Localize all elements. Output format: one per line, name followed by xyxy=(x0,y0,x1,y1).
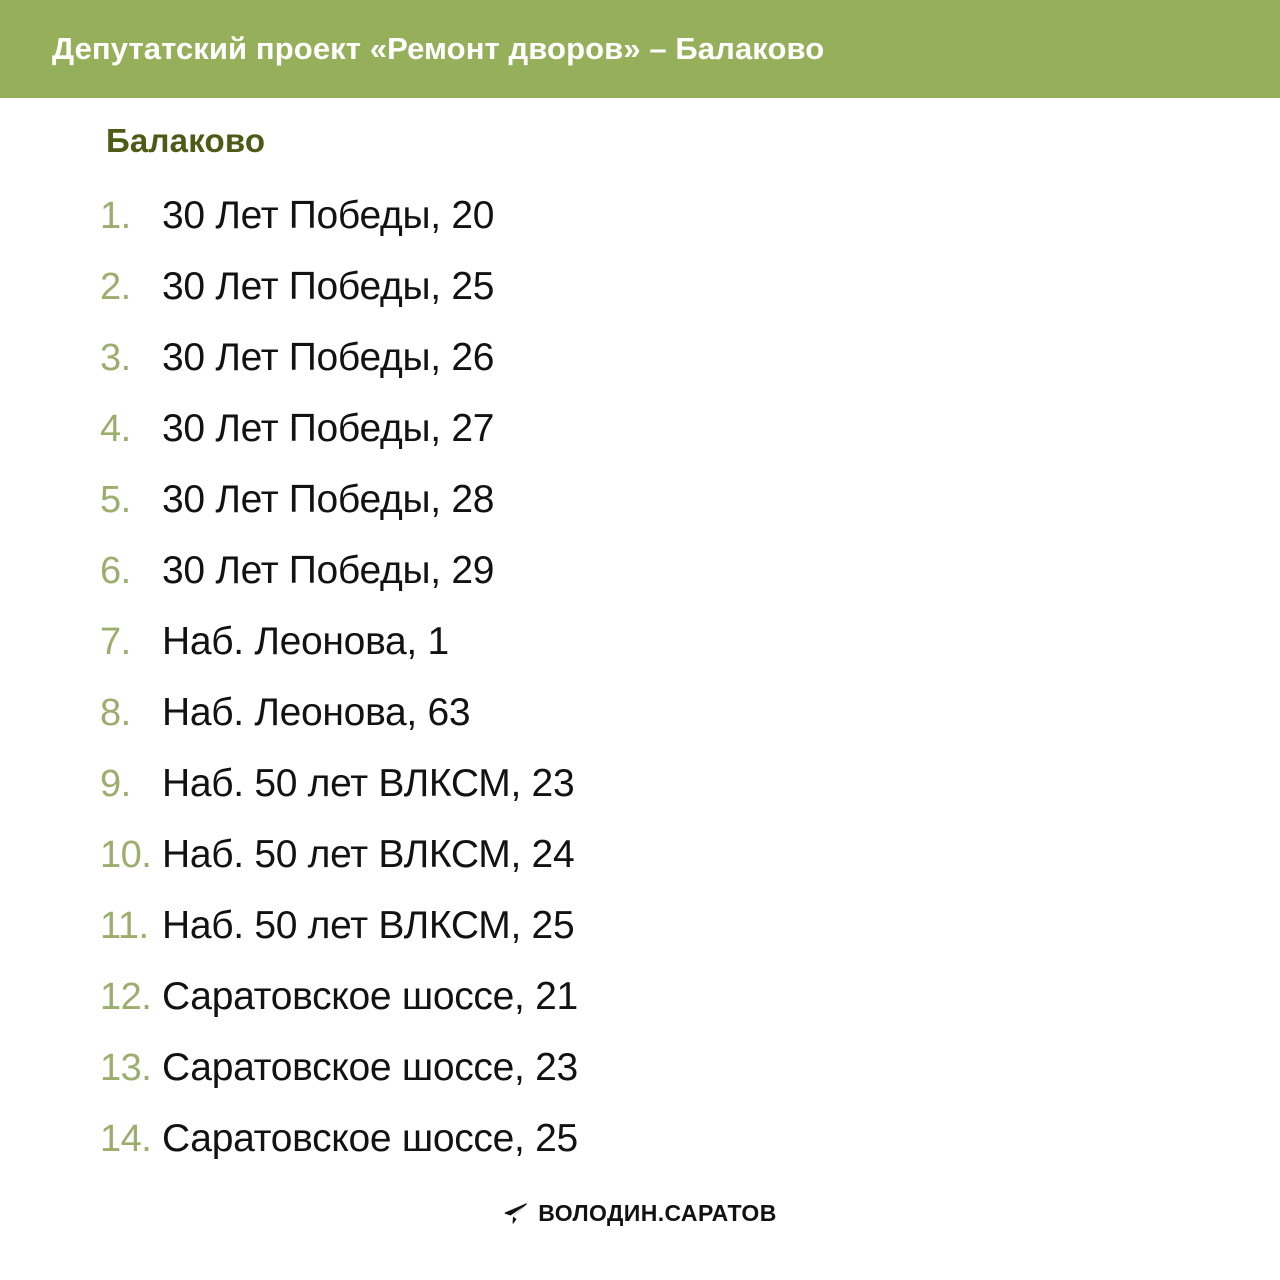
list-item-address: 30 Лет Победы, 20 xyxy=(162,194,495,237)
page-title: Депутатский проект «Ремонт дворов» – Бал… xyxy=(52,30,825,66)
list-item-address: Саратовское шоссе, 25 xyxy=(162,1117,578,1160)
list-item-number: 12. xyxy=(100,976,152,1018)
list-item: 13. Саратовское шоссе, 23 xyxy=(0,1046,1280,1117)
list-item-number: 9. xyxy=(100,763,131,805)
footer-watermark: ВОЛОДИН.САРАТОВ xyxy=(0,1200,1280,1227)
list-item-number: 3. xyxy=(100,337,131,379)
list-item-address: Саратовское шоссе, 21 xyxy=(162,975,578,1018)
city-heading: Балаково xyxy=(106,122,266,159)
list-item-number: 10. xyxy=(100,834,152,876)
list-item-address: Наб. 50 лет ВЛКСМ, 24 xyxy=(162,833,575,876)
list-item: 7. Наб. Леонова, 1 xyxy=(0,620,1280,691)
list-item-address: 30 Лет Победы, 27 xyxy=(162,407,495,450)
list-item: 9. Наб. 50 лет ВЛКСМ, 23 xyxy=(0,762,1280,833)
list-item-address: 30 Лет Победы, 25 xyxy=(162,265,495,308)
content-area: Балаково 1. 30 Лет Победы, 20 2. 30 Лет … xyxy=(0,98,1280,1280)
list-item-address: 30 Лет Победы, 26 xyxy=(162,336,495,379)
list-item-number: 8. xyxy=(100,692,131,734)
yard-address-list: 1. 30 Лет Победы, 20 2. 30 Лет Победы, 2… xyxy=(0,194,1280,1188)
header-band: Депутатский проект «Ремонт дворов» – Бал… xyxy=(0,0,1280,98)
list-item: 6. 30 Лет Победы, 29 xyxy=(0,549,1280,620)
list-item: 10. Наб. 50 лет ВЛКСМ, 24 xyxy=(0,833,1280,904)
footer-label: ВОЛОДИН.САРАТОВ xyxy=(538,1200,777,1226)
list-item-number: 7. xyxy=(100,621,131,663)
list-item-number: 13. xyxy=(100,1047,152,1089)
list-item: 2. 30 Лет Победы, 25 xyxy=(0,265,1280,336)
list-item: 12. Саратовское шоссе, 21 xyxy=(0,975,1280,1046)
telegram-plane-icon xyxy=(503,1201,528,1226)
list-item-number: 2. xyxy=(100,266,131,308)
list-item: 8. Наб. Леонова, 63 xyxy=(0,691,1280,762)
list-item: 1. 30 Лет Победы, 20 xyxy=(0,194,1280,265)
list-item-number: 6. xyxy=(100,550,131,592)
list-item-address: Наб. 50 лет ВЛКСМ, 23 xyxy=(162,762,575,805)
list-item: 4. 30 Лет Победы, 27 xyxy=(0,407,1280,478)
list-item: 11. Наб. 50 лет ВЛКСМ, 25 xyxy=(0,904,1280,975)
list-item-address: Саратовское шоссе, 23 xyxy=(162,1046,578,1089)
list-item-number: 5. xyxy=(100,479,131,521)
list-item: 3. 30 Лет Победы, 26 xyxy=(0,336,1280,407)
list-item-number: 11. xyxy=(100,905,149,947)
list-item: 5. 30 Лет Победы, 28 xyxy=(0,478,1280,549)
list-item-address: Наб. Леонова, 1 xyxy=(162,620,449,663)
list-item-number: 4. xyxy=(100,408,131,450)
list-item: 14. Саратовское шоссе, 25 xyxy=(0,1117,1280,1188)
list-item-address: 30 Лет Победы, 29 xyxy=(162,549,495,592)
list-item-number: 14. xyxy=(100,1118,152,1160)
list-item-address: Наб. Леонова, 63 xyxy=(162,691,471,734)
list-item-address: Наб. 50 лет ВЛКСМ, 25 xyxy=(162,904,575,947)
list-item-address: 30 Лет Победы, 28 xyxy=(162,478,495,521)
list-item-number: 1. xyxy=(100,195,131,237)
